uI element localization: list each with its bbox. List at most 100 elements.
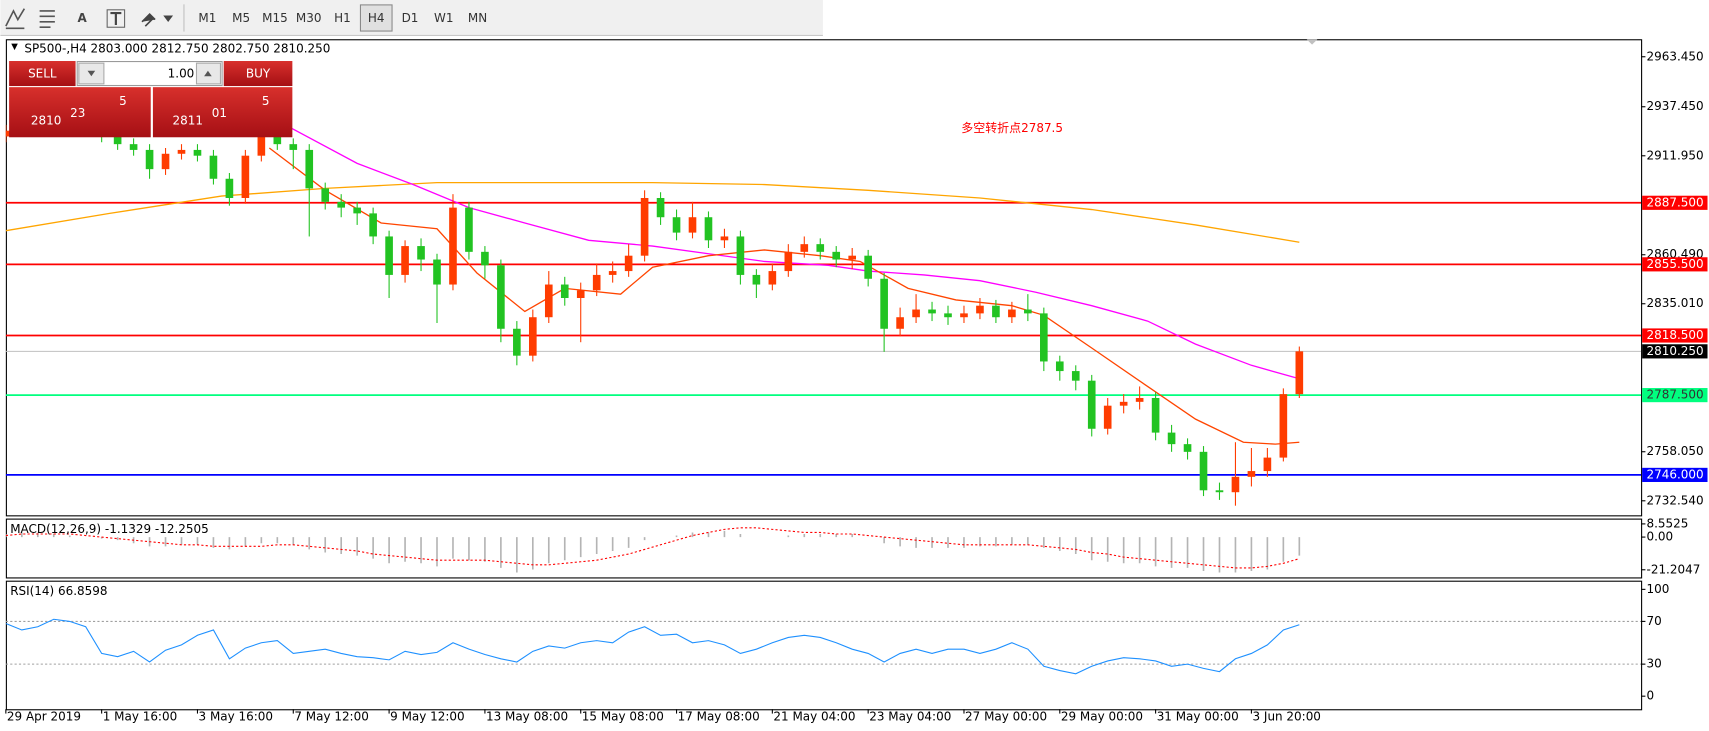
timeframe-button[interactable]: D1 xyxy=(402,11,419,25)
candle-body xyxy=(369,213,377,237)
bid-big: 2810 xyxy=(31,113,61,127)
x-tick-label: 15 May 08:00 xyxy=(582,709,664,723)
buy-label: BUY xyxy=(246,67,271,81)
timeframe-button[interactable]: MN xyxy=(468,11,487,25)
x-tick-label: 29 Apr 2019 xyxy=(7,709,81,723)
candle-body xyxy=(401,246,409,275)
candle-body xyxy=(145,149,154,170)
x-tick-label: 7 May 12:00 xyxy=(294,709,368,723)
bid-box[interactable] xyxy=(9,87,151,138)
pane-title: SP500-,H4 2803.000 2812.750 2802.750 281… xyxy=(24,42,330,56)
x-tick-label: 21 May 04:00 xyxy=(773,709,855,723)
timeframe-button[interactable]: M5 xyxy=(232,11,250,25)
macd-pane xyxy=(5,518,1643,579)
x-tick-label: 31 May 00:00 xyxy=(1157,709,1239,723)
candle-body xyxy=(768,271,777,285)
timeframes: M1 M5 M15 M30 H1 H4 D1 W1 MN xyxy=(198,4,487,32)
arrows-tool[interactable] xyxy=(141,13,174,27)
candle-body xyxy=(1199,451,1208,491)
ask-box[interactable] xyxy=(152,87,293,138)
y-tick-label: -21.2047 xyxy=(1647,562,1701,576)
candle-body xyxy=(193,149,202,156)
price-level-label: 2855.500 xyxy=(1647,257,1704,271)
candle-body xyxy=(433,259,441,285)
timeframe-button[interactable]: H4 xyxy=(368,11,385,25)
bid-pips: 23 xyxy=(70,106,85,120)
buy-button[interactable] xyxy=(223,61,293,87)
candle-body xyxy=(544,284,553,318)
text-tool[interactable]: A xyxy=(77,11,87,25)
volume[interactable]: 1.00 xyxy=(168,67,195,81)
plot: SP500-,H4 2803.000 2812.750 2802.750 281… xyxy=(5,42,1708,723)
volume-field[interactable] xyxy=(76,61,223,87)
main-pane xyxy=(5,39,1643,517)
timeframe-button[interactable]: H1 xyxy=(334,11,351,25)
candle-body xyxy=(912,309,920,318)
active-timeframe xyxy=(359,4,393,32)
candle-body xyxy=(704,217,713,241)
candle-body xyxy=(688,217,697,233)
list-icon[interactable] xyxy=(39,10,55,29)
candle-body xyxy=(576,290,585,298)
candle-body xyxy=(481,251,489,266)
candle-body xyxy=(1183,444,1192,452)
y-tick-label: 2758.050 xyxy=(1647,444,1704,458)
candle-body xyxy=(1040,313,1048,362)
candle-body xyxy=(1087,380,1096,429)
candle-body xyxy=(800,244,809,252)
candle-body xyxy=(1024,309,1032,314)
y-tick-label: 2835.010 xyxy=(1647,296,1704,310)
candle-body xyxy=(225,178,234,198)
candle-body xyxy=(640,197,649,256)
y-tick-label: 2911.950 xyxy=(1647,148,1704,162)
rsi-line xyxy=(5,618,1300,675)
candle-body xyxy=(305,149,314,189)
price-level-box xyxy=(1642,195,1708,210)
shift-marker xyxy=(1306,39,1318,45)
candle-body xyxy=(113,136,122,145)
timeframe-button[interactable]: M30 xyxy=(296,11,322,25)
pane-title: RSI(14) 66.8598 xyxy=(10,584,107,598)
down-arrow xyxy=(87,70,96,77)
y-tick-label: 2937.450 xyxy=(1647,99,1704,113)
trade-panel: SELL 1.00 BUY 2810 23 5 2811 01 5 xyxy=(9,61,293,138)
candle-body xyxy=(1135,397,1144,402)
candle-body xyxy=(624,255,633,272)
candle-body xyxy=(1279,394,1288,458)
candle-body xyxy=(161,153,170,170)
candle-body xyxy=(1247,471,1256,477)
y-tick-label: 2732.540 xyxy=(1647,493,1704,507)
ask-fraction: 5 xyxy=(262,94,270,108)
y-tick-label: 100 xyxy=(1647,582,1670,596)
candle-body xyxy=(992,305,1000,318)
x-tick-label: 13 May 08:00 xyxy=(486,709,568,723)
candle-body xyxy=(129,144,138,150)
y-tick-label: 8.5525 xyxy=(1647,516,1689,530)
label-tool-box[interactable] xyxy=(106,9,126,28)
sell-button[interactable] xyxy=(9,61,76,87)
candle-body xyxy=(337,201,346,208)
timeframe-button[interactable]: W1 xyxy=(434,11,453,25)
toolbar: A M1 M5 M15 M30 H1 H4 D1 W1 MN xyxy=(0,0,823,36)
candle-body xyxy=(257,136,266,156)
candle-body xyxy=(736,236,745,275)
x-tick-label: 17 May 08:00 xyxy=(678,709,760,723)
x-tick-label: 29 May 00:00 xyxy=(1061,709,1143,723)
timeframe-button[interactable]: M1 xyxy=(198,11,216,25)
timeframe-button[interactable]: M15 xyxy=(262,11,288,25)
candle-body xyxy=(241,155,250,198)
sell-label: SELL xyxy=(28,67,57,81)
price-level-box xyxy=(1642,257,1708,272)
y-tick-label: 30 xyxy=(1647,657,1662,671)
candle-body xyxy=(465,207,473,252)
candle-body xyxy=(1071,371,1080,381)
candle-body xyxy=(5,130,10,137)
candle-body xyxy=(928,309,936,314)
indicator-icon[interactable] xyxy=(5,8,26,30)
candle-body xyxy=(752,274,761,285)
symbol-marker xyxy=(11,43,18,51)
candle-body xyxy=(1151,397,1160,433)
y-tick-label: 0.00 xyxy=(1647,530,1674,544)
